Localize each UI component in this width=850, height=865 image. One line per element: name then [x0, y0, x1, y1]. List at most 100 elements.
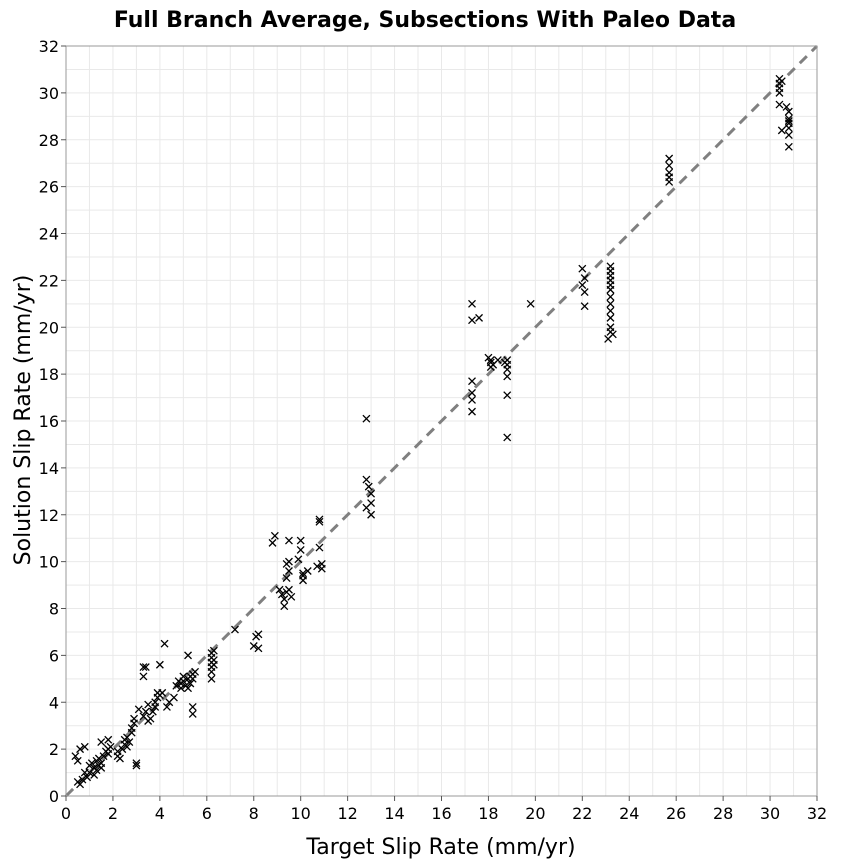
y-tick-label: 28 [39, 131, 59, 150]
data-point [254, 630, 263, 639]
data-point [665, 161, 674, 170]
data-point [179, 672, 188, 681]
data-point [78, 775, 87, 784]
data-point [287, 592, 296, 601]
data-point [784, 107, 793, 116]
y-tick-label: 18 [39, 365, 59, 384]
data-point [116, 754, 124, 763]
data-point [113, 747, 122, 756]
data-point [97, 738, 106, 747]
data-point [106, 742, 115, 751]
data-point [503, 365, 512, 374]
data-point [296, 536, 305, 545]
y-tick-label: 32 [39, 37, 59, 56]
data-point [606, 299, 615, 308]
data-point [191, 667, 200, 676]
data-point [367, 489, 376, 498]
data-point [184, 684, 192, 693]
data-point [209, 646, 218, 655]
data-point [284, 567, 293, 575]
data-point [606, 313, 615, 322]
data-point [606, 292, 615, 301]
chart-title: Full Branch Average, Subsections With Pa… [114, 8, 736, 33]
data-point [123, 742, 131, 751]
data-point [94, 754, 103, 763]
data-point [777, 126, 786, 135]
x-tick-label: 22 [572, 804, 592, 823]
x-tick-label: 12 [337, 804, 357, 823]
data-point [468, 407, 476, 416]
data-point [268, 538, 277, 547]
data-point [139, 672, 148, 681]
x-tick-label: 32 [807, 804, 827, 823]
data-point [132, 759, 141, 768]
y-tick-label: 8 [49, 600, 59, 619]
data-point [468, 395, 476, 404]
grid [65, 45, 818, 797]
data-point [782, 102, 791, 111]
data-point [141, 663, 150, 672]
y-tick-label: 24 [39, 225, 59, 244]
data-point [99, 752, 108, 761]
data-point [468, 388, 476, 397]
data-point [270, 531, 279, 540]
data-point [468, 299, 476, 308]
x-tick-label: 8 [249, 804, 259, 823]
y-tick-label: 26 [39, 178, 59, 197]
data-point [249, 642, 258, 650]
y-tick-label: 0 [49, 787, 59, 806]
data-point [125, 738, 134, 747]
data-point [503, 372, 512, 381]
data-point [139, 663, 148, 672]
data-point [294, 555, 303, 564]
data-point [254, 644, 263, 653]
x-tick-label: 2 [108, 804, 118, 823]
data-point [580, 302, 589, 311]
x-tick-label: 28 [713, 804, 733, 823]
data-point [503, 391, 512, 400]
y-tick-label: 6 [49, 646, 59, 665]
data-point [76, 745, 85, 754]
data-point [172, 681, 181, 690]
data-point [92, 766, 101, 775]
data-point [299, 569, 307, 578]
x-tick-label: 18 [478, 804, 498, 823]
y-axis-label: Solution Slip Rate (mm/yr) [11, 275, 36, 566]
data-point [130, 714, 139, 723]
data-point [151, 698, 160, 707]
data-point [317, 560, 326, 568]
y-tick-label: 2 [49, 740, 59, 759]
y-tick-label: 20 [39, 318, 59, 337]
data-point [158, 688, 167, 697]
data-point [367, 499, 376, 507]
data-point [362, 475, 371, 484]
data-point [184, 651, 192, 660]
data-point [146, 714, 155, 723]
y-tick-label: 10 [39, 553, 59, 572]
data-point [303, 567, 312, 575]
data-point [486, 356, 495, 365]
data-point [580, 288, 589, 297]
data-point [493, 356, 502, 365]
x-tick-label: 16 [431, 804, 451, 823]
data-point [162, 702, 171, 711]
y-tick-label: 4 [49, 693, 59, 712]
y-tick-label: 22 [39, 271, 59, 290]
data-point [144, 700, 153, 709]
data-point [775, 100, 784, 109]
data-point [284, 585, 293, 594]
data-point [188, 710, 197, 718]
data-point [148, 707, 157, 716]
data-point [280, 595, 289, 604]
data-point [284, 536, 293, 545]
data-point [80, 742, 89, 751]
data-point [665, 154, 674, 163]
data-point [280, 602, 289, 611]
x-tick-label: 30 [760, 804, 780, 823]
data-point [784, 131, 793, 140]
data-point [73, 756, 82, 765]
data-point [90, 770, 99, 779]
data-point [468, 316, 476, 325]
data-points [71, 74, 793, 789]
